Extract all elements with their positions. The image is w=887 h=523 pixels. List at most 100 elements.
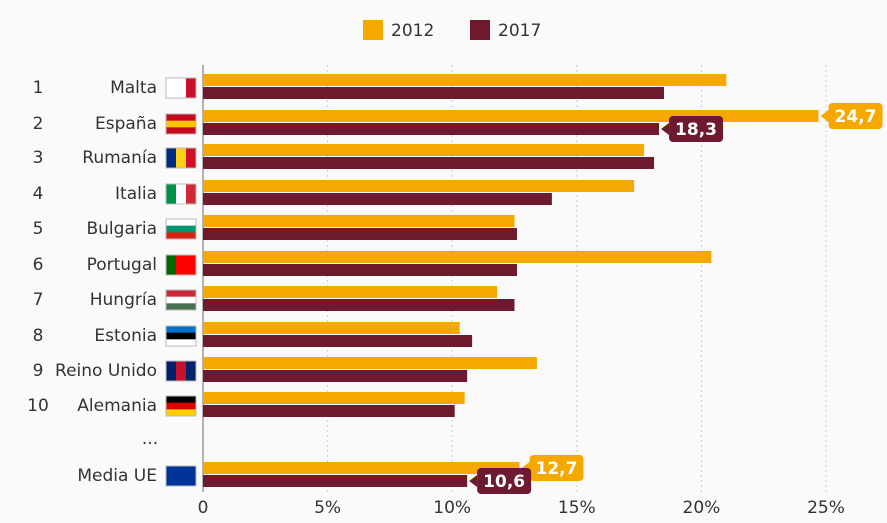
x-tick-label: 15%: [558, 498, 596, 518]
flag-border: [165, 254, 197, 276]
flag-border: [165, 395, 197, 417]
rank-label: 9: [33, 361, 44, 381]
flag-stripe: [166, 296, 196, 304]
rank-label: 8: [33, 326, 44, 346]
bar: [203, 462, 520, 474]
value-label-box: [828, 103, 883, 129]
flag-stripe: [176, 148, 187, 168]
rank-label: 2: [33, 114, 44, 134]
x-tick-label: 25%: [807, 498, 845, 518]
flag-border: [165, 183, 197, 205]
bar: [203, 392, 465, 404]
value-label-box: [669, 116, 724, 142]
flag-stripe: [186, 184, 197, 204]
flag-stripe: [166, 255, 177, 275]
category-label: España: [95, 114, 157, 134]
bar: [203, 370, 468, 382]
x-tick-label: 20%: [683, 498, 721, 518]
flag-border: [165, 77, 197, 99]
flag-stripe: [186, 78, 197, 98]
flag-stripe: [176, 184, 187, 204]
value-label: 12,7: [536, 459, 578, 479]
bar: [203, 193, 552, 205]
flag-stripe: [186, 466, 197, 486]
flag-stripe: [166, 148, 177, 168]
label-pointer: [820, 110, 829, 122]
bar: [203, 123, 660, 135]
flag-stripe: [166, 120, 196, 128]
flag-border: [165, 147, 197, 169]
flag-stripe: [166, 127, 196, 135]
bar: [203, 215, 515, 227]
category-label: Hungría: [90, 290, 157, 310]
flag-stripe: [166, 332, 196, 340]
bar: [203, 87, 665, 99]
bar: [203, 251, 712, 263]
flag-stripe: [166, 326, 196, 334]
value-label: 24,7: [835, 107, 877, 127]
bar: [203, 180, 635, 192]
legend-swatch: [363, 20, 383, 40]
bar: [203, 286, 498, 298]
flag-stripe: [176, 255, 187, 275]
value-label-box: [477, 468, 532, 494]
flag-stripe: [176, 466, 187, 486]
flag-stripe: [166, 466, 177, 486]
label-pointer: [469, 475, 478, 487]
x-tick-label: 0: [198, 498, 209, 518]
flag-border: [165, 218, 197, 240]
x-tick-label: 10%: [433, 498, 471, 518]
rank-label: 6: [33, 255, 44, 275]
flag-stripe: [186, 148, 197, 168]
flag-stripe: [166, 232, 196, 240]
category-label: Malta: [110, 78, 157, 98]
category-label: Estonia: [94, 326, 157, 346]
bar: [203, 144, 645, 156]
flag-border: [165, 465, 197, 487]
bar: [203, 157, 655, 169]
flag-stripe: [186, 255, 197, 275]
category-label: Reino Unido: [55, 361, 157, 381]
category-label: ...: [142, 429, 158, 449]
flag-stripe: [166, 184, 177, 204]
flag-stripe: [166, 339, 196, 347]
category-label: Bulgaria: [87, 219, 158, 239]
legend-swatch: [470, 20, 490, 40]
category-label: Portugal: [87, 255, 157, 275]
bar: [203, 322, 460, 334]
flag-stripe: [166, 78, 177, 98]
rank-label: 1: [33, 78, 44, 98]
rank-label: 5: [33, 219, 44, 239]
flag-stripe: [166, 409, 196, 417]
category-label: Rumanía: [82, 148, 157, 168]
bar: [203, 264, 517, 276]
flag-stripe: [166, 361, 177, 381]
flag-stripe: [166, 303, 196, 311]
flag-stripe: [166, 114, 196, 122]
bar: [203, 110, 819, 122]
flag-stripe: [186, 361, 197, 381]
flag-border: [165, 289, 197, 311]
bar: [203, 228, 517, 240]
flag-stripe: [166, 290, 196, 298]
bar: [203, 74, 727, 86]
bar: [203, 405, 455, 417]
flag-border: [165, 325, 197, 347]
rank-label: 4: [33, 184, 44, 204]
bar: [203, 299, 515, 311]
flag-stripe: [176, 78, 187, 98]
bar: [203, 357, 537, 369]
value-label: 10,6: [483, 472, 525, 492]
legend-label: 2017: [498, 21, 541, 41]
category-label: Media UE: [77, 466, 157, 486]
flag-stripe: [166, 396, 196, 404]
bar: [203, 475, 468, 487]
rank-label: 7: [33, 290, 44, 310]
rank-label: 10: [27, 396, 49, 416]
flag-border: [165, 360, 197, 382]
value-label: 18,3: [675, 120, 717, 140]
flag-stripe: [166, 402, 196, 410]
flag-stripe: [176, 361, 187, 381]
category-label: Italia: [115, 184, 157, 204]
